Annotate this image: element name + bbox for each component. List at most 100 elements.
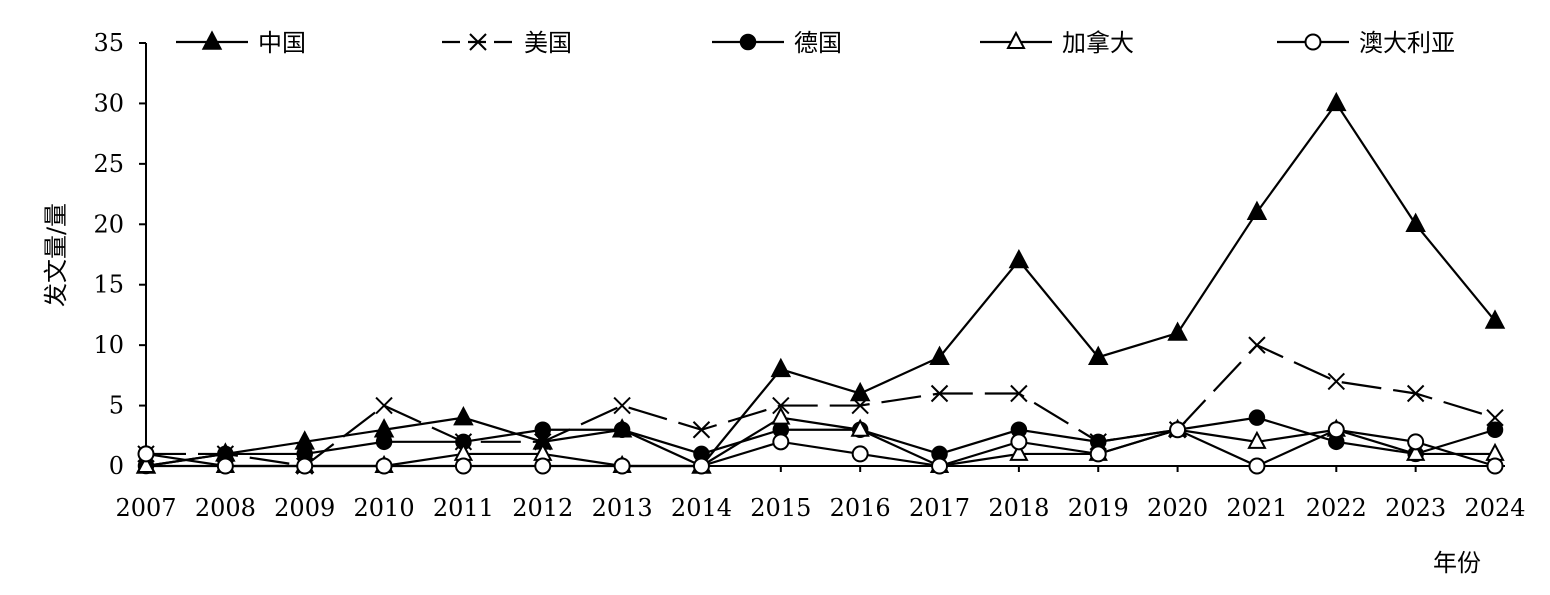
data-point-open-circle [454,457,472,475]
data-point-open-circle [375,457,393,475]
x-tick-label: 2013 [592,494,653,522]
data-point-cross [1248,336,1266,354]
data-point-cross [375,396,393,415]
legend-label: 美国 [524,29,572,57]
series-line [146,416,1495,468]
series-line [145,428,1496,468]
x-tick-label: 2011 [433,494,494,522]
data-point-filled-triangle [1167,321,1188,341]
legend-label: 澳大利亚 [1359,29,1455,57]
data-point-open-circle [851,445,869,463]
legend-label: 德国 [794,29,842,57]
data-point-open-circle [1089,445,1107,463]
data-point-filled-circle [534,421,552,438]
data-point-open-circle [1010,433,1028,451]
y-axis-title: 发文量/量 [42,203,70,307]
data-point-filled-triangle [1087,345,1109,365]
data-point-cross [851,396,869,415]
x-tick-label: 2022 [1306,494,1367,522]
data-point-open-circle [137,445,155,463]
data-point-filled-triangle [1326,91,1347,112]
series-layer [135,91,1506,475]
data-point-cross [930,384,949,403]
data-point-cross [1010,384,1028,403]
data-point-filled-circle [1248,409,1266,426]
data-point-cross [534,433,552,451]
cross-stroke [1486,408,1504,427]
cross-stroke [772,396,790,415]
series-2 [137,336,1504,475]
data-point-filled-circle [1486,421,1504,438]
legend-label: 加拿大 [1062,29,1134,57]
series-3 [137,409,1504,475]
cross-stroke [469,33,487,51]
cross-stroke [851,396,869,415]
cross-stroke [1010,384,1028,403]
series-line [146,343,1496,468]
x-axis-title: 年份 [1433,549,1481,577]
legend-item-5: 澳大利亚 [1277,29,1455,57]
data-point-open-triangle [850,418,870,437]
cross-stroke [1406,384,1425,403]
data-point-open-triangle [1405,442,1426,461]
data-point-open-triangle [1247,430,1267,449]
series-5 [137,421,1504,475]
x-tick-label: 2020 [1147,494,1208,522]
data-point-filled-triangle [453,406,474,426]
x-tick-label: 2014 [671,494,732,522]
data-point-open-triangle [1009,442,1029,461]
data-point-open-circle [613,457,631,475]
data-point-filled-circle [739,33,757,51]
x-tick-label: 2015 [750,494,811,522]
cross-stroke [534,433,552,451]
data-point-cross [1406,384,1425,403]
data-point-open-circle [296,457,314,475]
legend-item-2: 美国 [442,29,572,57]
data-point-cross [692,421,711,439]
data-point-cross [1327,372,1346,391]
x-tick-label: 2021 [1226,494,1287,522]
data-point-filled-triangle [1405,212,1426,233]
x-tick-label: 2009 [274,494,335,522]
data-point-cross [613,396,631,415]
data-point-filled-triangle [849,381,871,402]
y-tick-label: 0 [109,452,124,480]
legend: 中国 美国 德国 加拿大 澳大利亚 [176,29,1455,57]
data-point-filled-triangle [1246,200,1268,220]
data-point-open-circle [931,457,949,475]
cross-stroke [1248,336,1266,354]
y-tick-label: 5 [109,392,124,420]
data-point-open-circle [1248,457,1266,475]
data-point-filled-circle [375,433,393,451]
x-tick-label: 2012 [512,494,573,522]
y-tick-label: 10 [93,331,124,359]
y-tick-label: 15 [93,271,124,299]
legend-label: 中国 [258,29,306,57]
data-point-open-circle [216,457,234,475]
x-tick-label: 2007 [115,494,176,522]
data-point-cross [469,33,487,51]
series-1 [135,91,1506,474]
x-tick-label: 2010 [354,494,415,522]
series-line [145,101,1496,468]
axes: 0 5 10 15 20 25 30 35 2007 2008 2009 2010 2011 2012 20… [93,29,1525,522]
x-tick-label: 2008 [195,494,256,522]
data-point-open-circle [1169,421,1187,439]
cross-stroke [613,396,631,415]
cross-stroke [930,384,949,403]
data-point-open-circle [772,433,790,451]
data-point-open-circle [534,457,552,475]
data-point-open-circle [1304,33,1322,51]
legend-item-3: 德国 [712,29,842,57]
series-4 [136,406,1505,473]
data-point-open-circle [1407,433,1425,451]
data-point-open-circle [692,457,710,475]
x-tick-label: 2018 [988,494,1049,522]
data-point-filled-triangle [1008,248,1030,269]
data-point-open-triangle [1006,30,1026,49]
cross-stroke [692,421,711,439]
data-point-open-circle [1486,457,1504,475]
data-point-cross [772,396,790,415]
data-point-filled-triangle [929,345,950,365]
